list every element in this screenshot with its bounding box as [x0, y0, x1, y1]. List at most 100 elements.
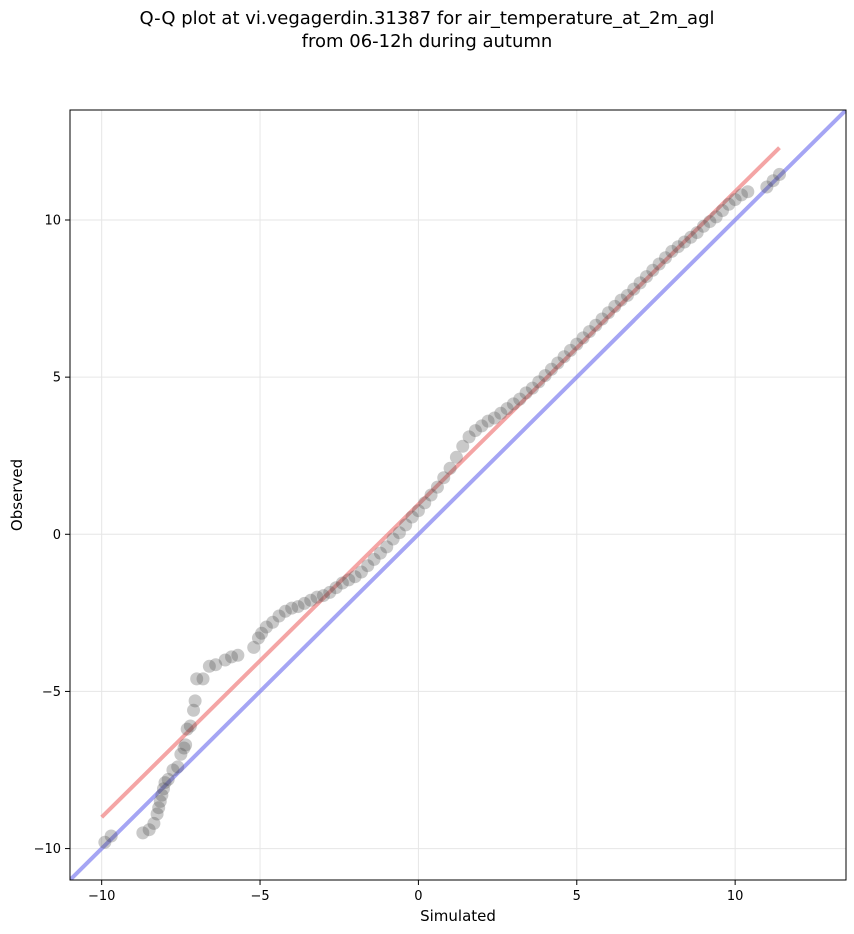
data-point: [348, 570, 362, 584]
data-point: [506, 397, 520, 411]
data-point: [443, 461, 457, 475]
data-point: [152, 801, 166, 815]
y-tick-label: 5: [53, 371, 61, 386]
data-point: [399, 518, 413, 532]
data-point: [582, 325, 596, 339]
data-point: [155, 788, 169, 802]
data-point: [209, 658, 223, 672]
data-point: [411, 504, 425, 518]
data-point: [652, 257, 666, 271]
data-point: [589, 318, 603, 332]
data-point: [342, 573, 356, 587]
data-point: [392, 526, 406, 540]
x-tick-label: 0: [414, 889, 422, 904]
data-point: [772, 167, 786, 181]
data-point: [677, 235, 691, 249]
data-point: [500, 402, 514, 416]
data-point: [218, 653, 232, 667]
data-point: [98, 835, 112, 849]
data-point: [156, 782, 170, 796]
data-point: [386, 532, 400, 546]
data-point: [424, 488, 438, 502]
data-point: [430, 480, 444, 494]
data-point: [329, 581, 343, 595]
data-point: [259, 620, 273, 634]
data-point: [671, 240, 685, 254]
grid: [70, 110, 846, 880]
data-point: [633, 276, 647, 290]
data-point: [147, 816, 161, 830]
data-point: [187, 703, 201, 717]
data-point: [576, 331, 590, 345]
data-point: [104, 829, 118, 843]
x-tick-label: −5: [250, 889, 269, 904]
data-point: [728, 193, 742, 207]
data-point: [153, 794, 167, 808]
data-point: [285, 601, 299, 615]
data-point: [608, 299, 622, 313]
data-point: [462, 430, 476, 444]
data-point: [658, 251, 672, 265]
data-point: [316, 589, 330, 603]
data-point: [304, 593, 318, 607]
data-point: [174, 747, 188, 761]
data-point: [142, 823, 156, 837]
reference-lines: [70, 110, 846, 880]
x-axis-label: Simulated: [420, 907, 496, 925]
y-axis-label: Observed: [8, 459, 26, 531]
data-point: [468, 424, 482, 438]
data-point: [570, 337, 584, 351]
data-point: [513, 392, 527, 406]
data-point: [158, 776, 172, 790]
data-point: [766, 174, 780, 188]
data-point: [532, 375, 546, 389]
axis-ticks: −10 −5 0 5 10 −10 −5 0 5 10: [34, 214, 744, 905]
data-point: [418, 496, 432, 510]
data-point: [437, 471, 451, 485]
data-point: [741, 185, 755, 199]
data-point: [601, 306, 615, 320]
data-point: [665, 244, 679, 258]
data-point: [703, 215, 717, 229]
data-point: [188, 694, 202, 708]
data-point: [538, 369, 552, 383]
data-point: [684, 230, 698, 244]
data-point: [297, 596, 311, 610]
data-point: [367, 552, 381, 566]
data-point: [190, 672, 204, 686]
data-point: [557, 350, 571, 364]
data-point: [310, 590, 324, 604]
data-point: [225, 650, 239, 664]
data-point: [760, 180, 774, 194]
data-point: [247, 640, 261, 654]
data-point: [494, 406, 508, 420]
data-point: [171, 760, 185, 774]
data-point: [690, 226, 704, 240]
y-tick-label: 0: [53, 528, 61, 543]
data-point: [177, 741, 191, 755]
data-point: [620, 288, 634, 302]
x-tick-label: 5: [573, 889, 581, 904]
data-point: [551, 356, 565, 370]
data-point: [196, 672, 210, 686]
data-point: [475, 419, 489, 433]
data-point: [380, 540, 394, 554]
data-point: [255, 626, 269, 640]
data-point: [487, 411, 501, 425]
data-point: [150, 807, 164, 821]
chart-title-line2: from 06-12h during autumn: [301, 31, 553, 52]
y-tick-label: −5: [42, 685, 61, 700]
data-point: [544, 362, 558, 376]
chart-title-line1: Q-Q plot at vi.vegagerdin.31387 for air_…: [139, 8, 715, 29]
data-point: [166, 763, 180, 777]
data-point: [278, 604, 292, 618]
data-point: [481, 414, 495, 428]
data-point: [405, 510, 419, 524]
y-tick-label: −10: [34, 842, 61, 857]
data-point: [646, 263, 660, 277]
data-points: [98, 167, 786, 849]
data-point: [696, 219, 710, 233]
data-point: [335, 576, 349, 590]
data-point: [519, 386, 533, 400]
data-point: [251, 631, 265, 645]
